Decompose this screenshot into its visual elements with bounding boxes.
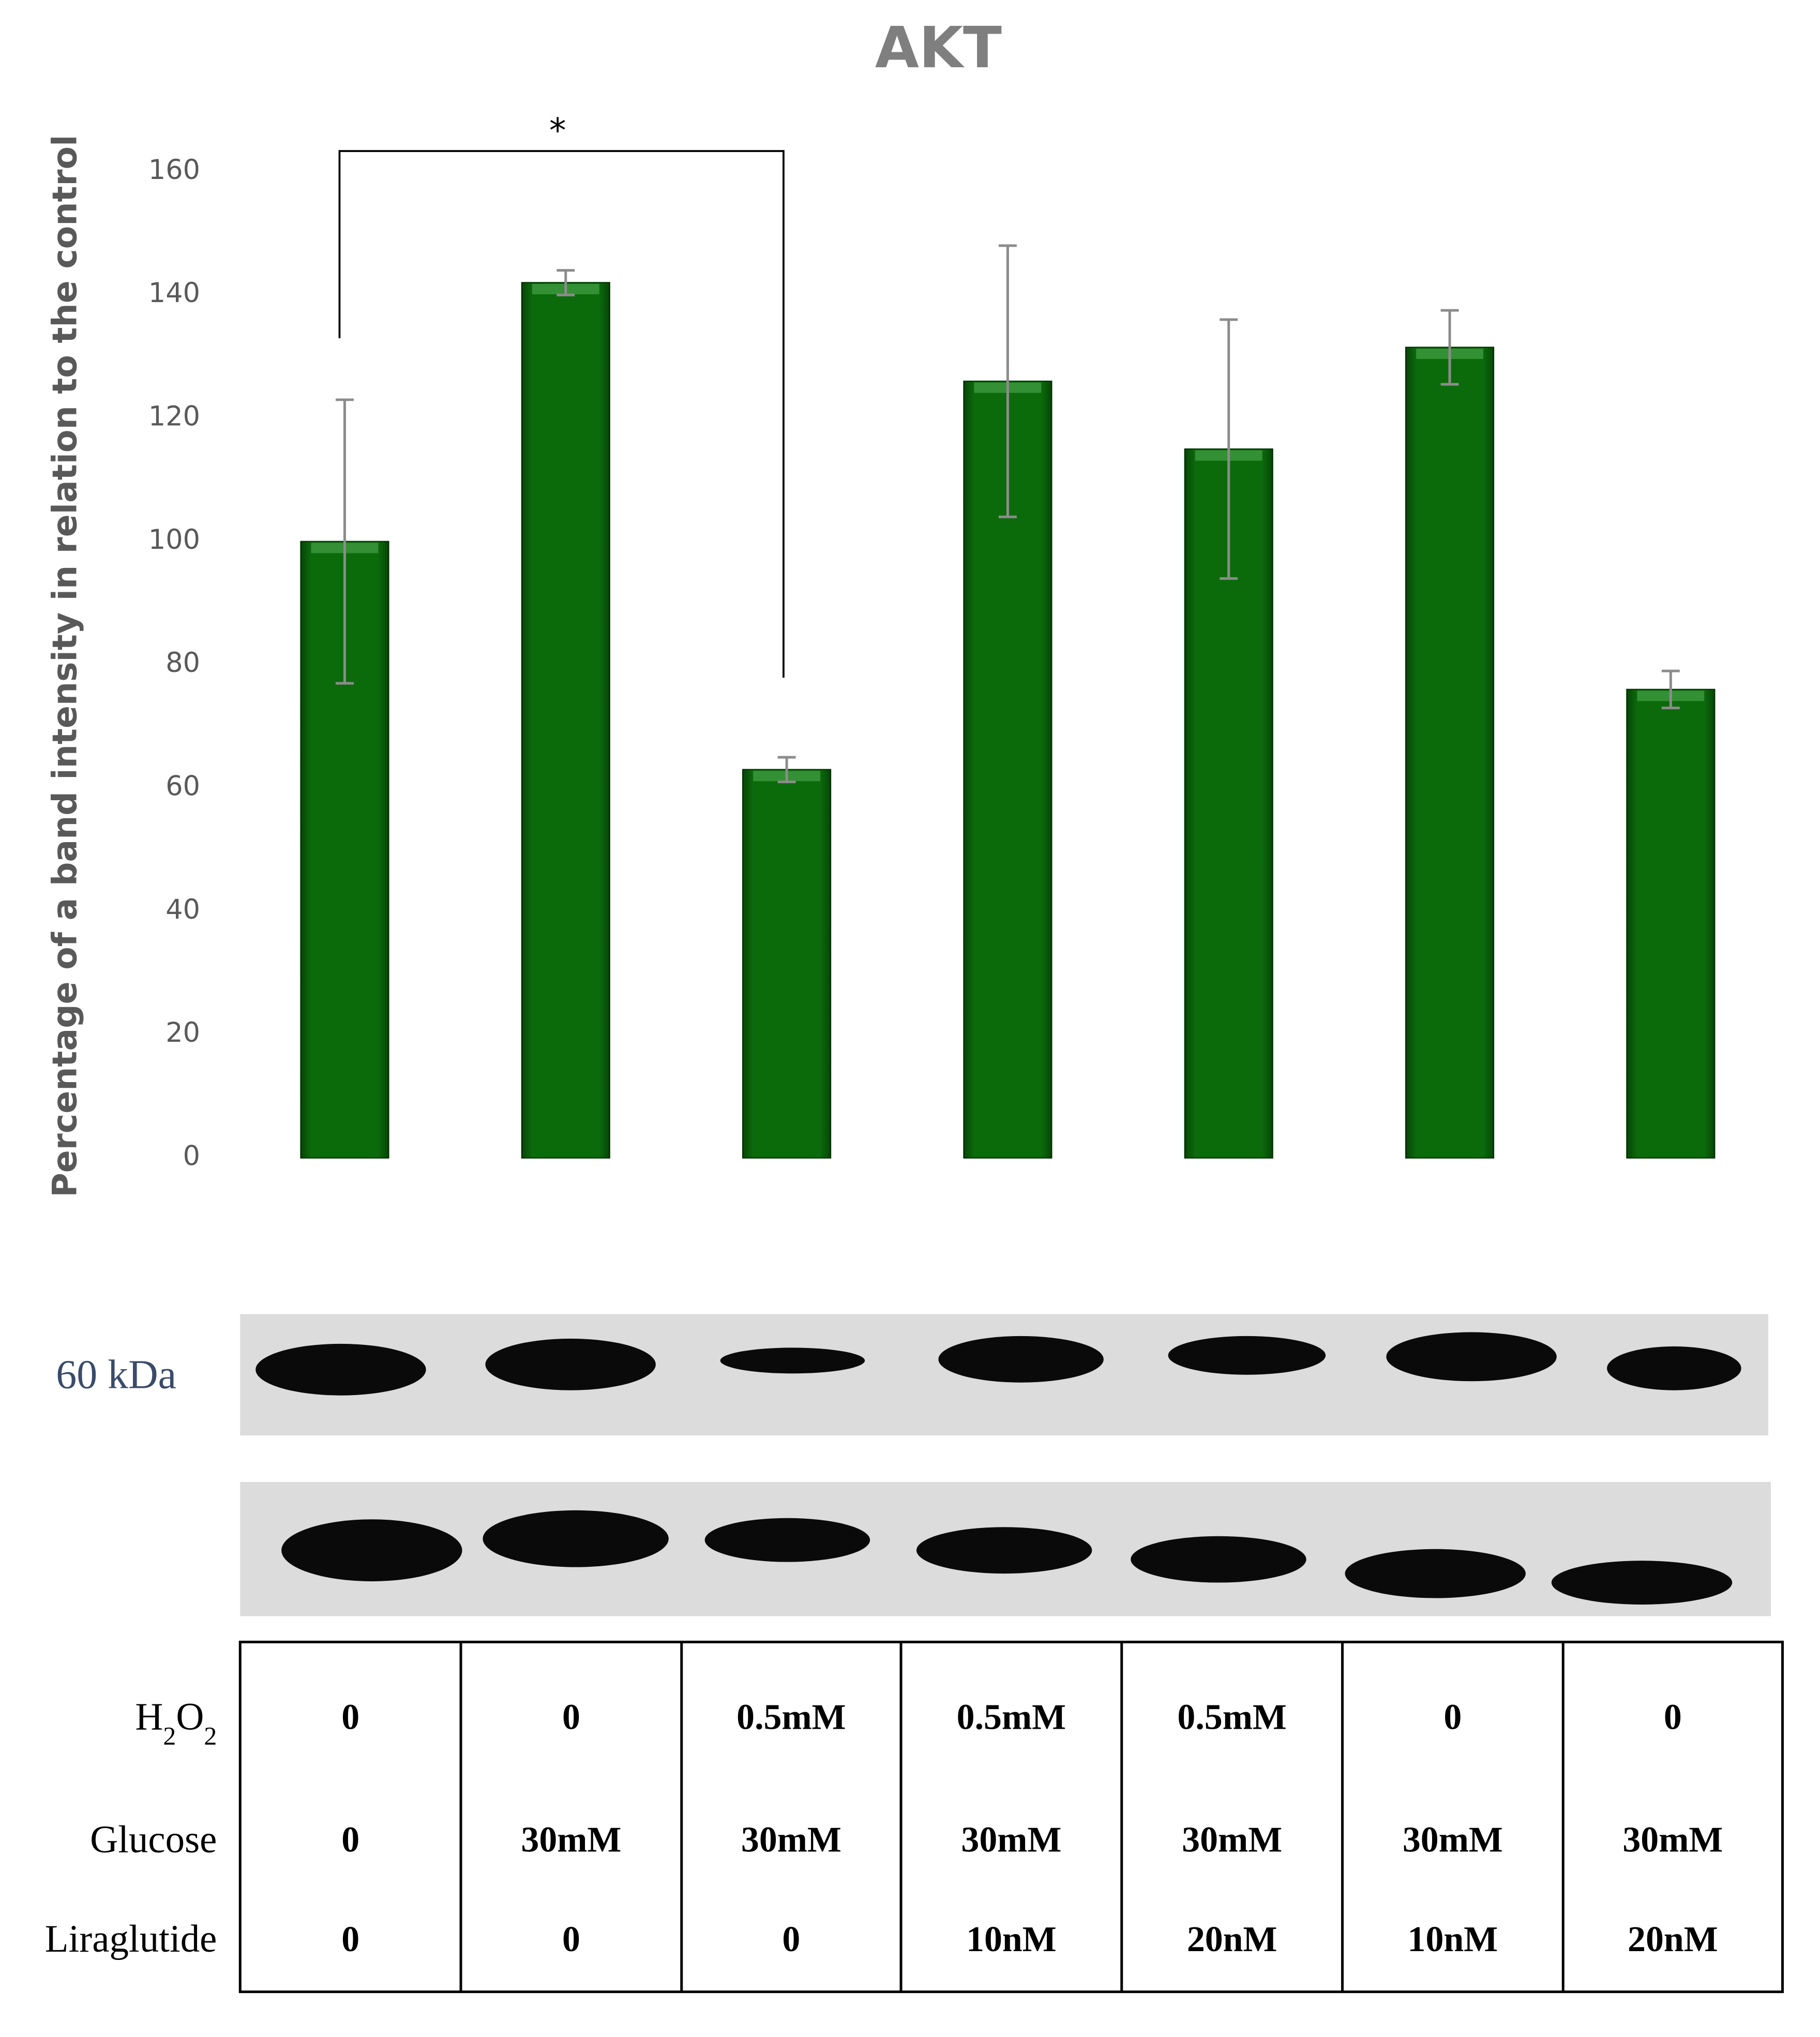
y-tick-label: 20 — [166, 1017, 200, 1049]
table-cell: 30mM — [1622, 1820, 1723, 1860]
table-cell: 0.5mM — [1177, 1698, 1286, 1738]
bar-bevel — [743, 769, 831, 1158]
table-cell: 30mM — [1182, 1820, 1282, 1860]
y-tick-label: 140 — [148, 277, 200, 309]
error-bar — [998, 244, 1017, 518]
error-bar — [1440, 309, 1459, 386]
significance-mark: * — [549, 112, 566, 151]
table-cell: 10nM — [966, 1920, 1057, 1959]
y-tick-label: 100 — [148, 524, 200, 556]
table-cell: 0 — [341, 1698, 359, 1738]
error-bar — [556, 269, 575, 296]
table-cell: 0.5mM — [736, 1698, 846, 1738]
blot-label: 60 kDa — [56, 1352, 176, 1398]
bar-bevel — [1627, 689, 1715, 1158]
western-blot: 60 kDa — [56, 1314, 1771, 1616]
y-tick-label: 0 — [183, 1141, 200, 1172]
row-label: H2O2 — [135, 1696, 217, 1750]
table-cell: 30mM — [961, 1820, 1061, 1860]
table-cell: 0 — [341, 1820, 359, 1860]
y-tick-label: 40 — [166, 894, 200, 925]
blot-bands — [255, 1332, 1741, 1396]
table-dividers — [459, 1642, 1565, 1992]
y-tick-label: 120 — [148, 401, 200, 432]
table-cell: 0 — [1443, 1698, 1462, 1738]
error-bar — [336, 398, 354, 685]
table-cell: 0 — [562, 1698, 580, 1738]
bar-bevel — [1406, 347, 1494, 1158]
y-tick-label: 80 — [166, 647, 200, 679]
label-part: 2 — [204, 1722, 217, 1750]
label-part: O — [176, 1696, 204, 1739]
y-tick-label: 160 — [148, 154, 200, 186]
table-border — [238, 1640, 1784, 1994]
significance-bracket — [338, 150, 785, 678]
error-bar — [1220, 318, 1238, 580]
table-cell: 0 — [782, 1920, 800, 1959]
error-bar — [1661, 669, 1680, 710]
table-cell: 0 — [1664, 1698, 1682, 1738]
error-bar — [777, 756, 796, 784]
bar-bevel — [521, 282, 610, 1158]
row-label: Liraglutide — [45, 1918, 217, 1960]
table-cell: 20nM — [1187, 1920, 1277, 1959]
chart-title: AKT — [875, 14, 1002, 81]
label-part: H — [135, 1696, 163, 1739]
row-label: Glucose — [90, 1818, 217, 1861]
table-cell: 0 — [341, 1920, 359, 1959]
label-part: 2 — [163, 1722, 176, 1750]
table-cell: 30mM — [1403, 1820, 1503, 1860]
condition-table — [238, 1640, 1784, 1994]
y-tick-label: 60 — [166, 771, 200, 802]
y-axis-label: Percentage of a band intensity in relati… — [46, 135, 84, 1197]
blot-bands — [281, 1510, 1733, 1605]
table-cell: 30mM — [521, 1820, 621, 1860]
table-cell: 10nM — [1408, 1920, 1498, 1959]
table-cell: 0 — [562, 1920, 580, 1959]
table-cell: 30mM — [741, 1820, 841, 1860]
table-cell: 20nM — [1628, 1920, 1718, 1959]
table-cell: 0.5mM — [957, 1698, 1066, 1738]
